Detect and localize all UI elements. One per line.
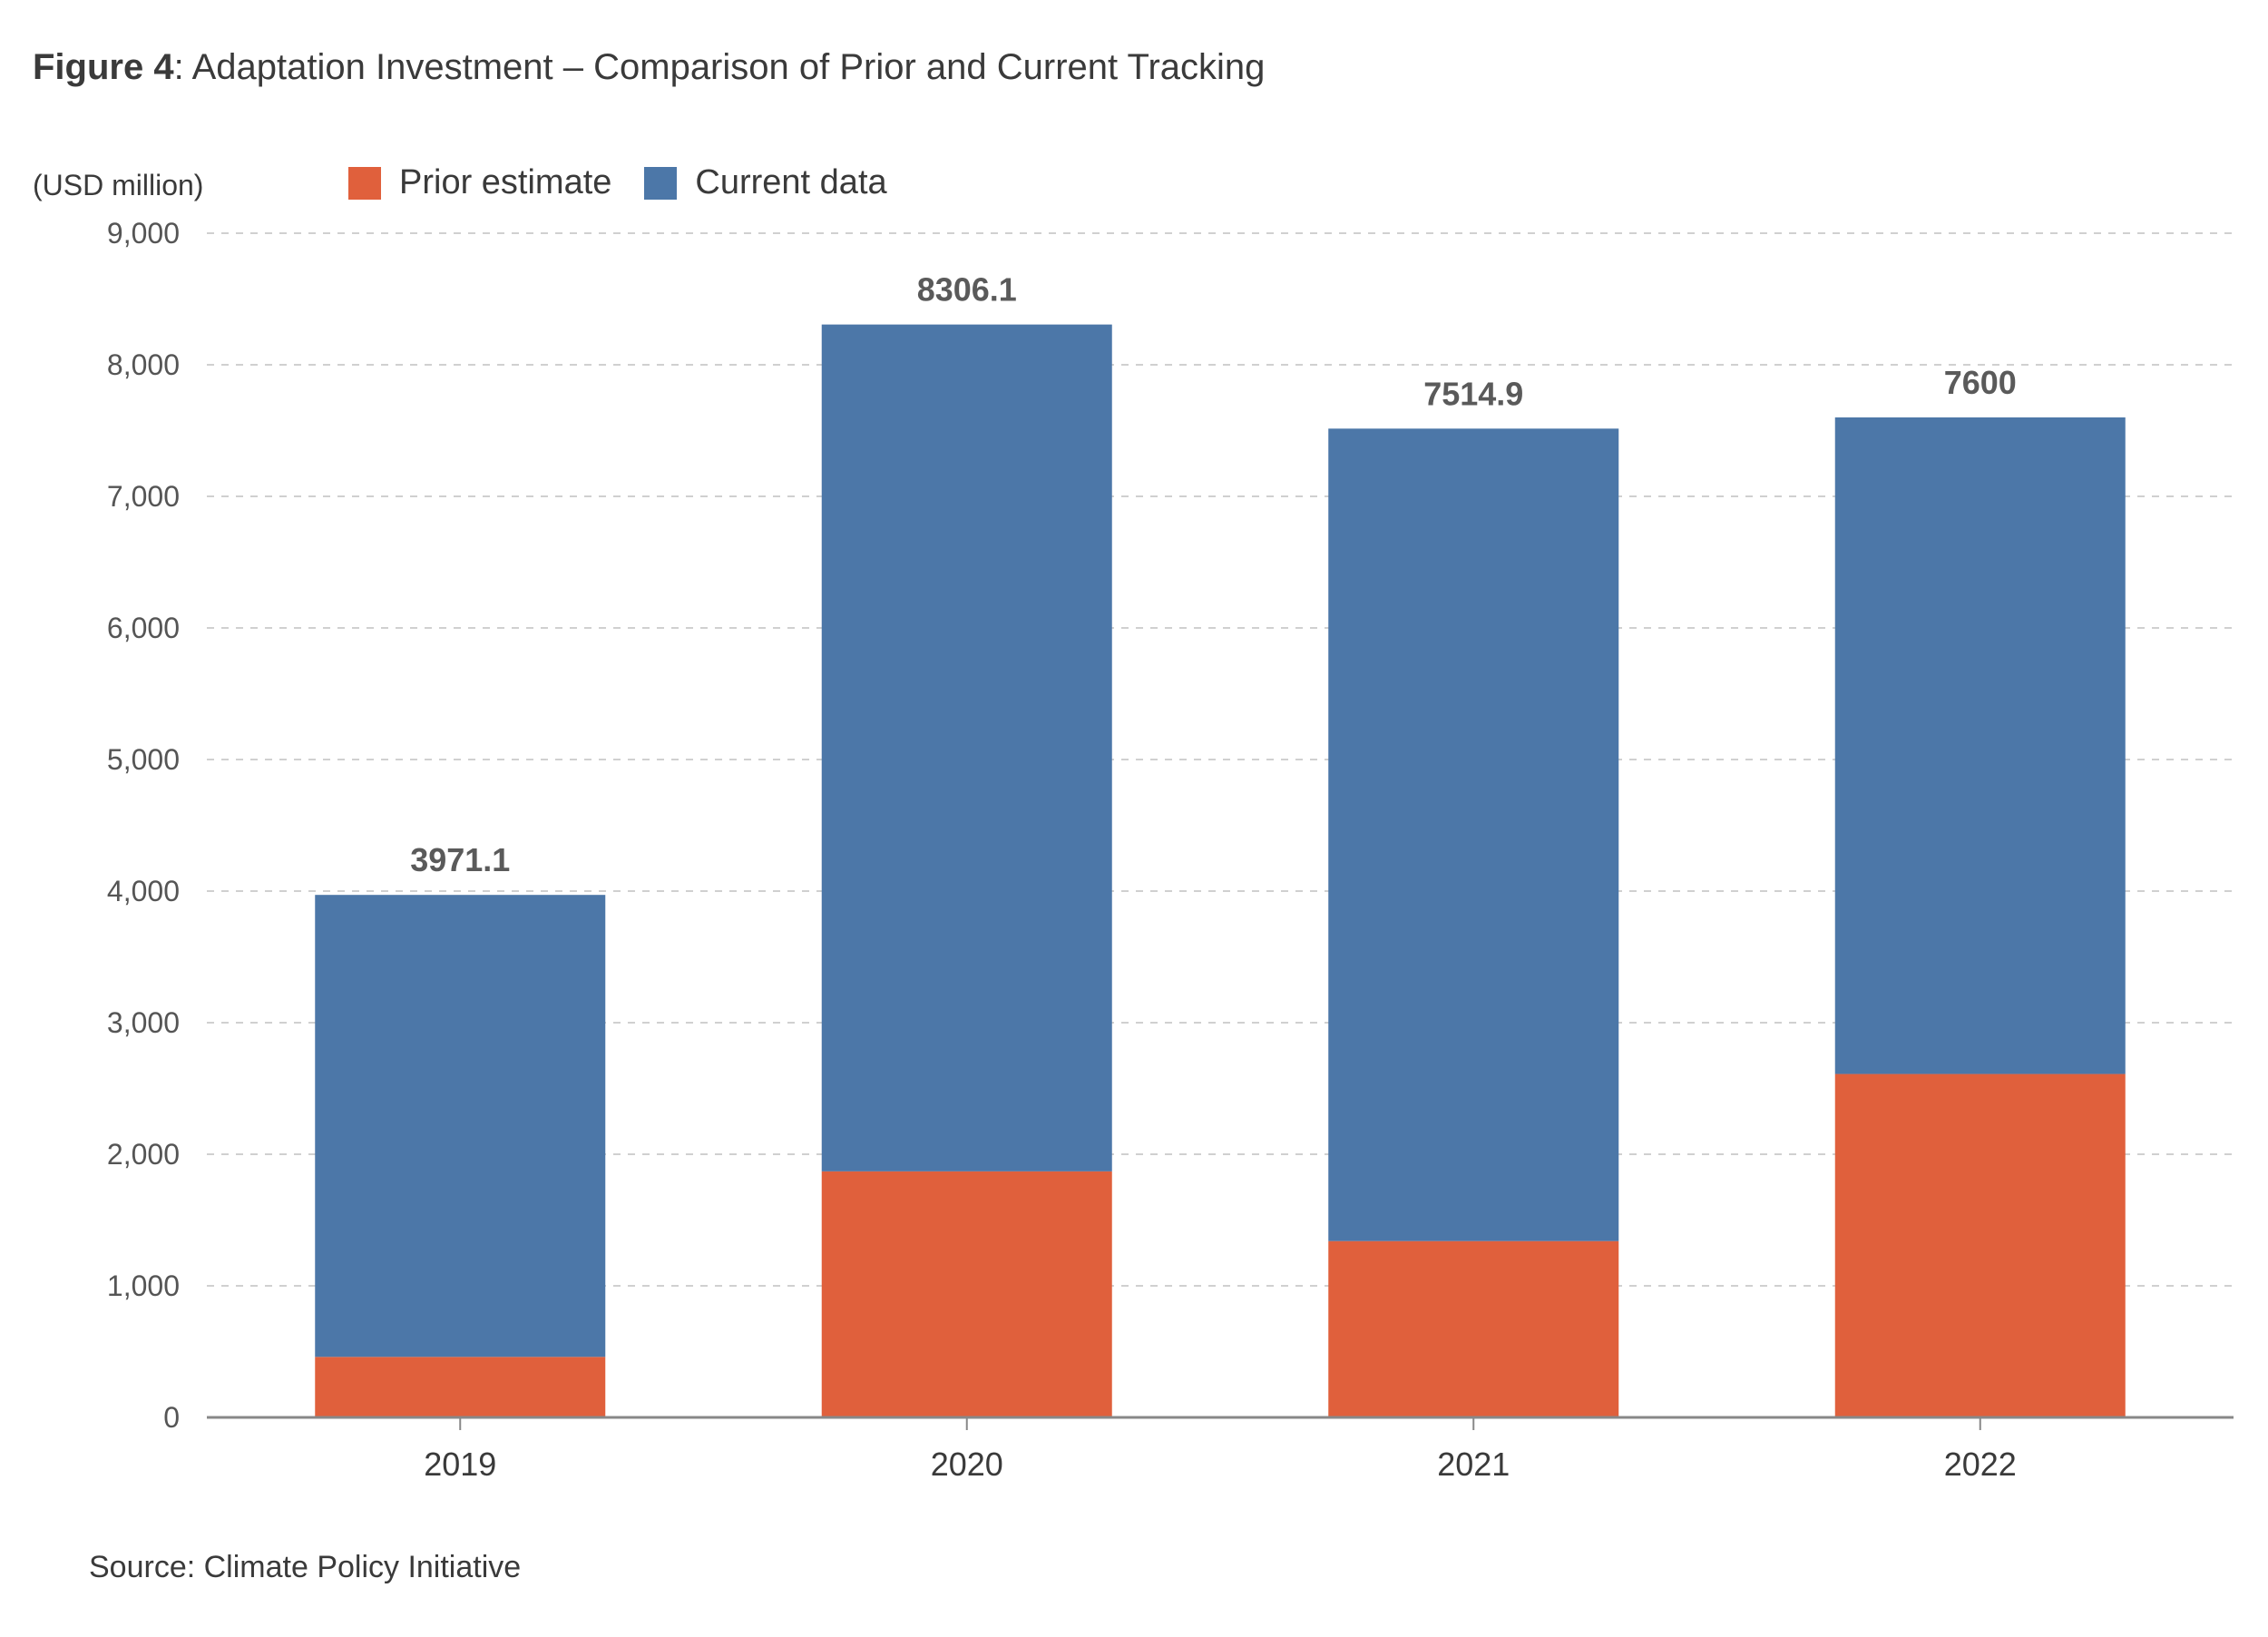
y-tick-label: 0	[163, 1401, 180, 1434]
figure-label: Figure 4	[33, 47, 174, 87]
legend-swatch-prior	[348, 166, 381, 200]
legend: Prior estimate Current data	[348, 163, 920, 202]
bar-segment-prior-2019	[315, 1357, 606, 1417]
chart-title: Figure 4: Adaptation Investment – Compar…	[33, 47, 1265, 88]
bar-segment-current-2020	[821, 324, 1112, 1171]
y-tick-label: 3,000	[107, 1006, 180, 1039]
legend-item-current: Current data	[644, 163, 887, 202]
total-label-2020: 8306.1	[917, 271, 1017, 309]
bar-segment-prior-2020	[821, 1171, 1112, 1417]
legend-swatch-current	[644, 166, 678, 200]
y-tick-label: 7,000	[107, 480, 180, 513]
y-tick-label: 9,000	[107, 217, 180, 250]
legend-label-current: Current data	[695, 163, 887, 201]
y-tick-label: 8,000	[107, 348, 180, 381]
bar-segment-current-2021	[1328, 428, 1619, 1241]
bar-segment-prior-2022	[1834, 1073, 2126, 1417]
x-tick-label-2021: 2021	[1437, 1446, 1510, 1483]
y-axis-unit-label: (USD million)	[33, 169, 204, 201]
bar-segment-prior-2021	[1328, 1240, 1619, 1417]
y-tick-label: 1,000	[107, 1269, 180, 1302]
x-tick-label-2020: 2020	[931, 1446, 1003, 1483]
bar-segment-current-2022	[1834, 417, 2126, 1074]
total-label-2019: 3971.1	[410, 841, 510, 878]
total-label-2022: 7600	[1944, 364, 2017, 401]
y-tick-label: 4,000	[107, 875, 180, 907]
title-text: : Adaptation Investment – Comparison of …	[173, 47, 1266, 87]
source-note: Source: Climate Policy Initiative	[89, 1550, 522, 1584]
y-tick-label: 5,000	[107, 743, 180, 776]
total-label-2021: 7514.9	[1423, 375, 1523, 412]
y-tick-label: 6,000	[107, 612, 180, 644]
legend-item-prior: Prior estimate	[348, 163, 611, 202]
x-tick-label-2022: 2022	[1944, 1446, 2017, 1483]
x-tick-label-2019: 2019	[424, 1446, 496, 1483]
bar-segment-current-2019	[315, 895, 606, 1358]
y-tick-label: 2,000	[107, 1138, 180, 1171]
legend-label-prior: Prior estimate	[399, 163, 612, 201]
